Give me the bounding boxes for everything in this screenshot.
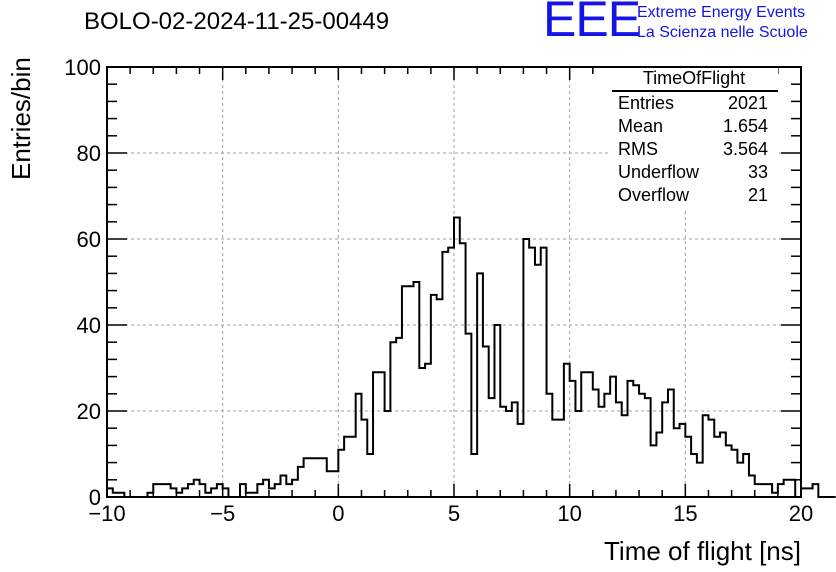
stats-box-divider [612, 90, 778, 92]
x-tick-label: −10 [88, 501, 125, 526]
x-tick-label: −5 [210, 501, 235, 526]
stats-box-title: TimeOfFlight [642, 68, 746, 88]
y-tick-label: 20 [77, 399, 101, 424]
x-tick-label: 15 [673, 501, 697, 526]
stats-row-overflow: Overflow 21 [618, 185, 768, 208]
eee-logo-line-2: La Scienza nelle Scuole [637, 24, 808, 41]
y-tick-label: 80 [77, 141, 101, 166]
y-tick-label: 60 [77, 227, 101, 252]
stats-key: RMS [618, 139, 658, 159]
stats-row-rms: RMS 3.564 [618, 139, 768, 162]
stats-value: 2021 [727, 93, 768, 113]
histogram-series-line [106, 216, 836, 498]
stats-row-mean: Mean 1.654 [618, 116, 768, 139]
x-tick-label: 0 [332, 501, 344, 526]
chart-title: BOLO-02-2024-11-25-00449 [84, 8, 390, 35]
stats-value: 1.654 [722, 116, 768, 136]
stats-value: 33 [747, 162, 768, 182]
axis-tick-labels: −10 −5 0 5 10 15 20 0 20 40 60 80 100 [64, 55, 813, 526]
stats-key: Entries [618, 93, 675, 113]
x-tick-label: 10 [557, 501, 581, 526]
x-axis-label: Time of flight [ns] [604, 536, 801, 566]
stats-row-underflow: Underflow 33 [618, 162, 768, 185]
x-tick-label: 5 [448, 501, 460, 526]
y-tick-label: 0 [89, 485, 101, 510]
eee-logo-line-1: Extreme Energy Events [637, 4, 806, 21]
stats-box: TimeOfFlight Entries 2021 Mean 1.654 RMS… [610, 68, 778, 209]
eee-logo-mark: EEE [543, 0, 641, 47]
y-tick-label: 100 [64, 55, 101, 80]
stats-key: Mean [618, 116, 664, 136]
x-tick-label: 20 [789, 501, 813, 526]
y-axis-label: Entries/bin [6, 57, 36, 180]
y-tick-label: 40 [77, 313, 101, 338]
stats-key: Underflow [618, 162, 700, 182]
stats-value: 3.564 [722, 139, 768, 159]
stats-key: Overflow [618, 185, 690, 205]
stats-value: 21 [747, 185, 768, 205]
stats-row-entries: Entries 2021 [618, 93, 768, 116]
